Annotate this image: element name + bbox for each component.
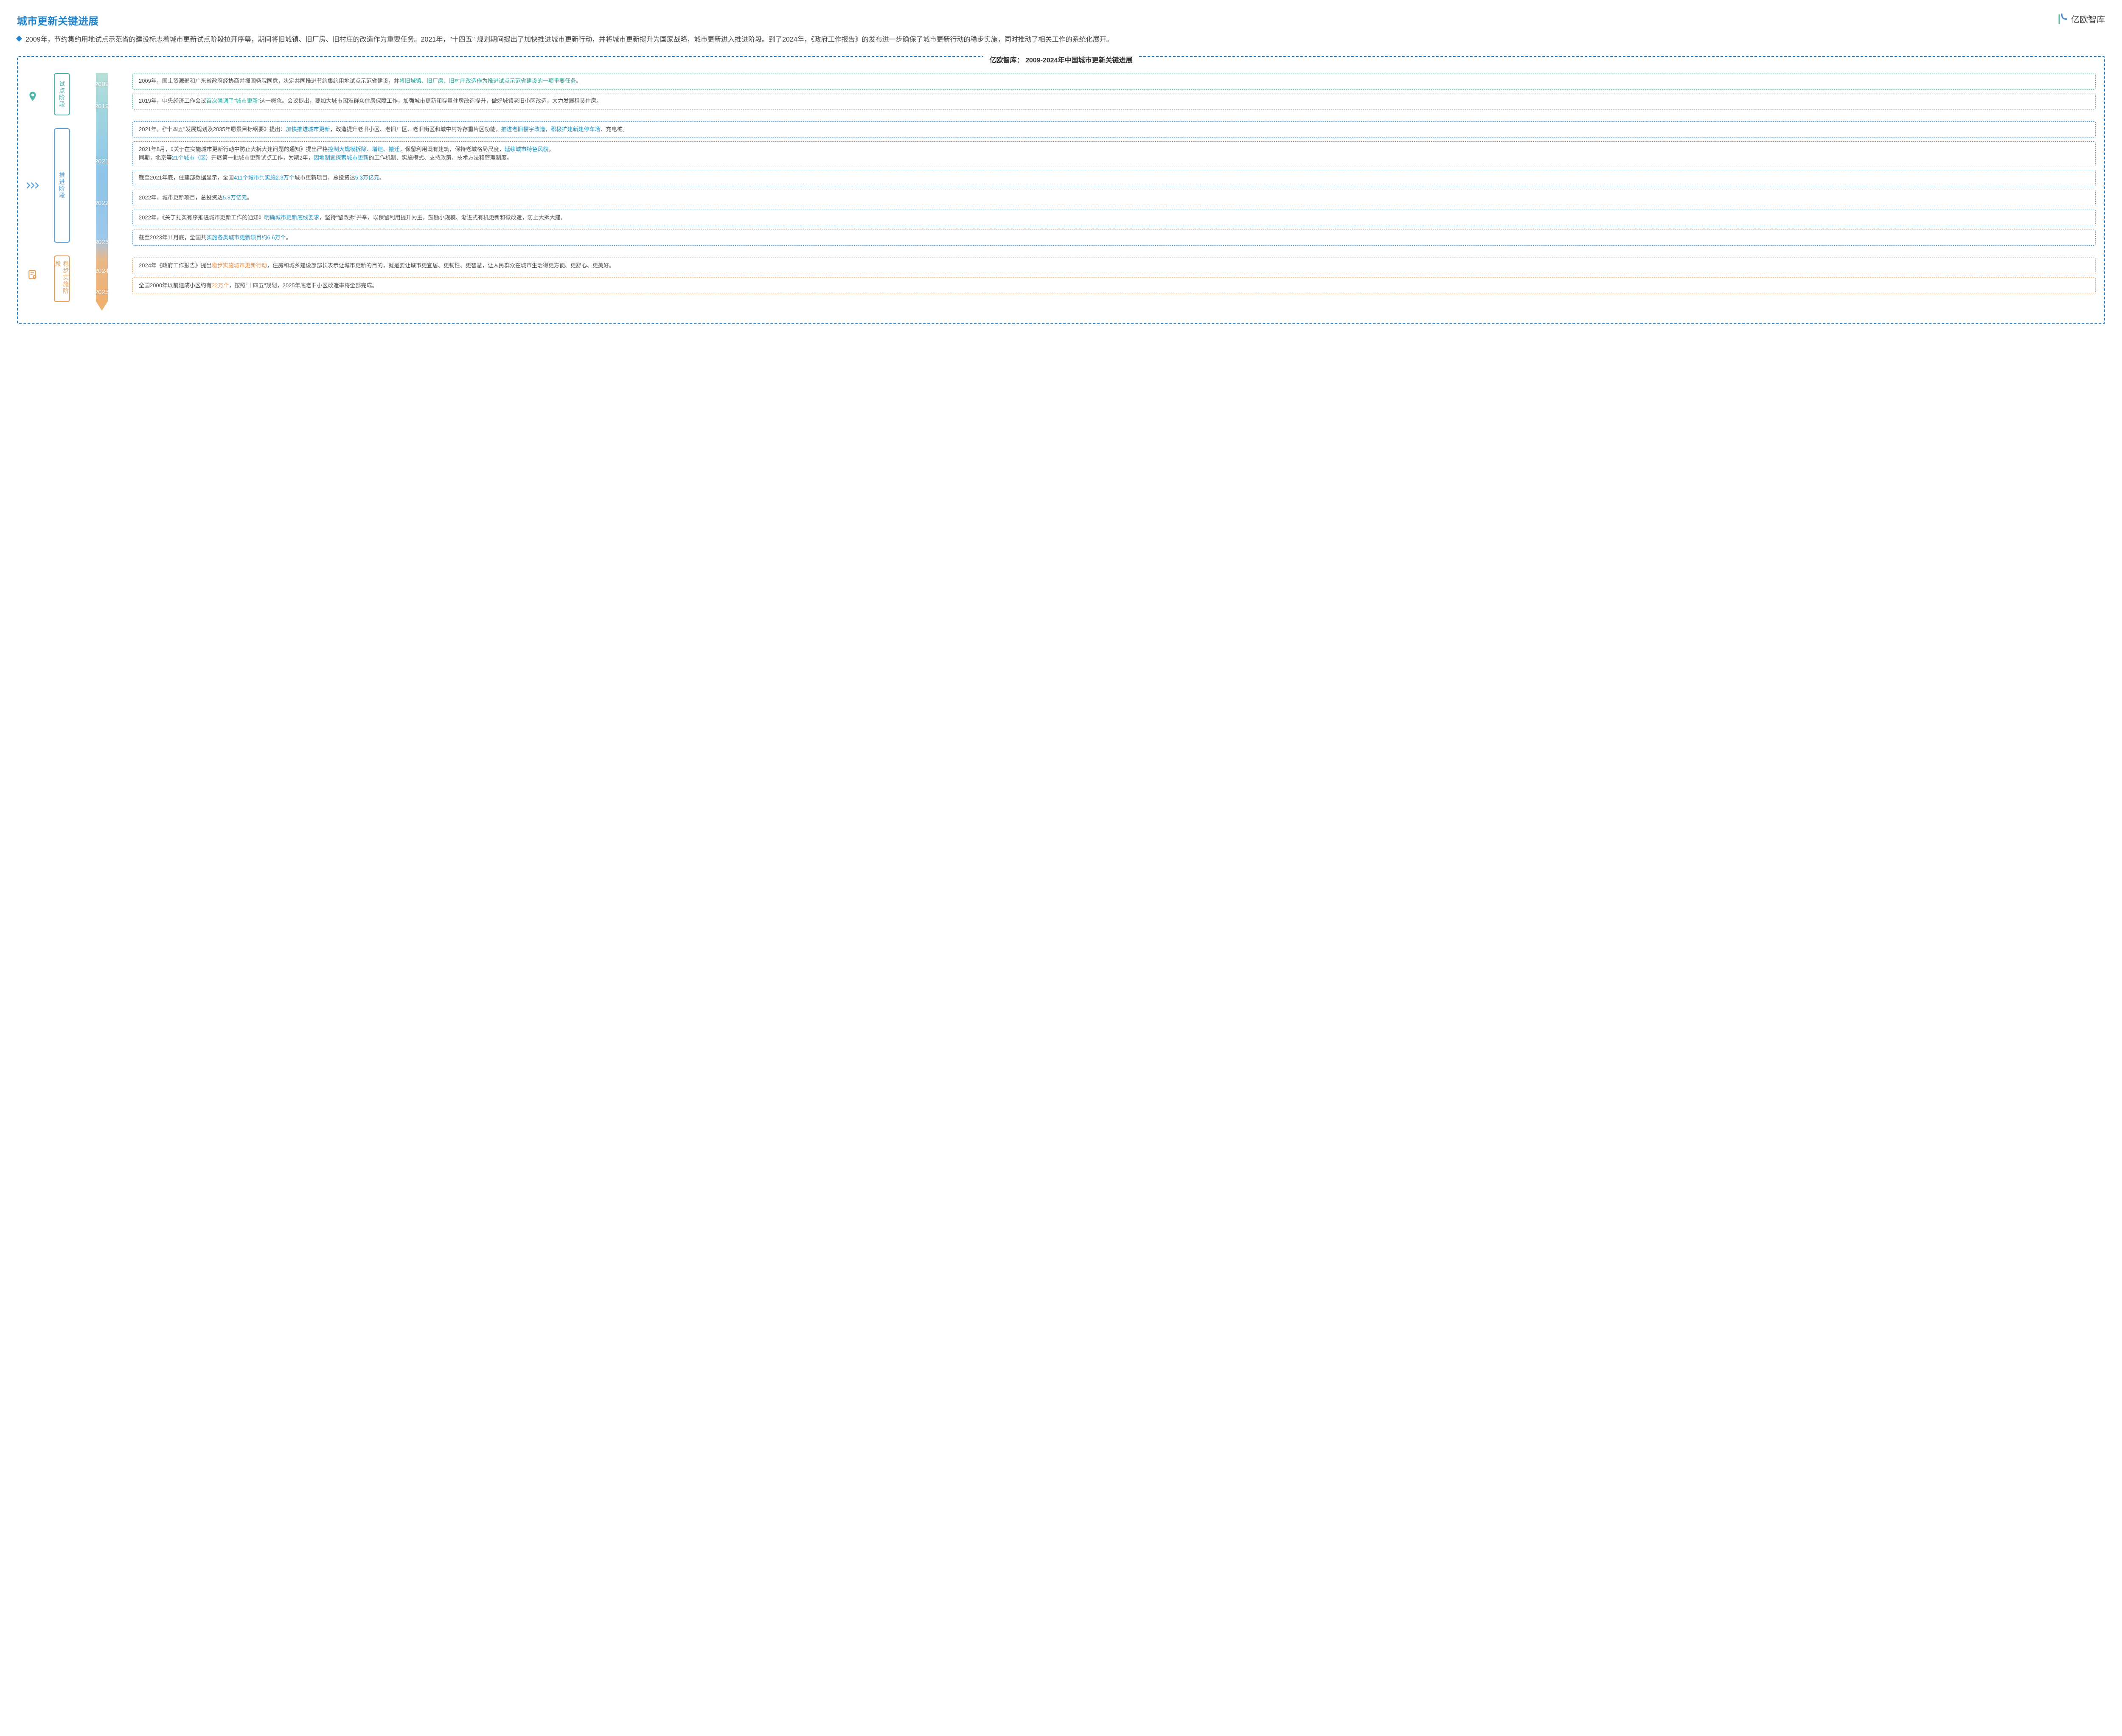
event-text: 城市更新项目，总投资达 xyxy=(295,174,355,181)
year-label: 2022 xyxy=(95,199,109,207)
event-text: 2022年，城市更新项目，总投资达 xyxy=(139,194,223,201)
phase-labels-column: 试点阶段推进阶段稳步实施阶段 xyxy=(54,73,71,311)
highlight-text: 5.8万亿元 xyxy=(223,194,247,201)
event-text: ，改造提升老旧小区、老旧厂区、老旧街区和城中村等存重片区功能， xyxy=(330,126,501,132)
logo-icon xyxy=(2057,13,2069,25)
year-label: 2023 xyxy=(95,238,109,246)
event-text: 截至2021年底，住建部数据显示，全国 xyxy=(139,174,234,181)
event-text: ，按照"十四五"规划，2025年底老旧小区改造率将全部完成。 xyxy=(229,282,377,289)
logo-text: 亿欧智库 xyxy=(2071,13,2105,25)
event-box: 2024年《政府工作报告》提出稳步实施城市更新行动，住房和城乡建设部部长表示让城… xyxy=(132,258,2096,274)
highlight-text: 控制大规模拆除、增建、搬迁 xyxy=(328,146,400,152)
event-box: 2019年，中央经济工作会议首次强调了"城市更新"这一概念。会议提出，要加大城市… xyxy=(132,93,2096,109)
event-box: 2022年，城市更新项目，总投资达5.8万亿元。 xyxy=(132,190,2096,206)
highlight-text: 将旧城镇、旧厂房、旧村庄改造作为推进试点示范省建设的一项重要任务 xyxy=(399,78,576,84)
year-label: 2025 xyxy=(95,289,109,296)
document-gear-icon xyxy=(26,268,39,281)
event-text: 2024年《政府工作报告》提出 xyxy=(139,262,212,269)
phase-box: 推进阶段 xyxy=(54,128,70,243)
highlight-text: 21个城市（区） xyxy=(172,154,211,161)
event-text: 2021年，《"十四五"发展规划及2035年愿景目标纲要》提出： xyxy=(139,126,286,132)
event-text: 。 xyxy=(576,78,581,84)
phase-box: 试点阶段 xyxy=(54,73,70,115)
highlight-text: 首次强调了"城市更新" xyxy=(206,98,260,104)
highlight-text: 明确城市更新底线要求 xyxy=(264,214,319,221)
year-label: 2019 xyxy=(95,103,109,110)
event-text: 、充电桩。 xyxy=(601,126,628,132)
event-text: 截至2023年11月底，全国共 xyxy=(139,234,206,241)
event-text: 2022年，《关于扎实有序推进城市更新工作的通知》 xyxy=(139,214,264,221)
event-text: ，坚持"留改拆"并举，以保留利用提升为主，鼓励小规模、渐进式有机更新和微改造，防… xyxy=(319,214,566,221)
highlight-text: 22万个 xyxy=(212,282,229,289)
phase-box: 稳步实施阶段 xyxy=(54,255,70,302)
diagram-title: 亿欧智库： 2009-2024年中国城市更新关键进展 xyxy=(983,54,1139,65)
highlight-text: 延续城市特色风貌 xyxy=(505,146,549,152)
timeline-diagram: 亿欧智库： 2009-2024年中国城市更新关键进展 试点阶段推进阶段稳步实施阶… xyxy=(17,56,2105,324)
event-box: 截至2021年底，住建部数据显示，全国411个城市共实施2.3万个城市更新项目，… xyxy=(132,170,2096,186)
event-text: 。 xyxy=(247,194,253,201)
highlight-text: 稳步实施城市更新行动 xyxy=(212,262,267,269)
event-text: 这一概念。会议提出，要加大城市困难群众住房保障工作，加强城市更新和存量住房改造提… xyxy=(260,98,602,104)
highlight-text: 推进老旧楼宇改造，积极扩建新建停车场 xyxy=(501,126,601,132)
event-box: 截至2023年11月底，全国共实施各类城市更新项目约6.6万个。 xyxy=(132,230,2096,246)
highlight-text: 因地制宜探索城市更新 xyxy=(314,154,369,161)
event-text: 开展第一批城市更新试点工作，为期2年， xyxy=(211,154,313,161)
chevrons-right-icon xyxy=(26,179,39,192)
year-label: 2024 xyxy=(95,267,109,275)
location-pin-icon xyxy=(26,90,39,103)
phase-icons-column xyxy=(26,73,43,311)
year-label: 2009 xyxy=(95,81,109,88)
logo: 亿欧智库 xyxy=(2057,13,2105,25)
highlight-text: 加快推进城市更新 xyxy=(286,126,330,132)
year-label: 2021 xyxy=(95,158,109,165)
event-text: 2019年，中央经济工作会议 xyxy=(139,98,206,104)
event-text: 。 xyxy=(379,174,385,181)
highlight-text: 实施各类城市更新项目约6.6万个 xyxy=(206,234,286,241)
event-text: 。 xyxy=(286,234,292,241)
event-text: 全国2000年以前建成小区约有 xyxy=(139,282,212,289)
event-box: 2021年，《"十四五"发展规划及2035年愿景目标纲要》提出：加快推进城市更新… xyxy=(132,121,2096,138)
page-title: 城市更新关键进展 xyxy=(17,13,98,28)
event-box: 2021年8月，《关于在实施城市更新行动中防止大拆大建问题的通知》提出严格控制大… xyxy=(132,141,2096,167)
event-text: ，保留利用既有建筑，保持老城格局尺度， xyxy=(400,146,505,152)
years-column: 2009 2019 2021 2022 2023 2024 2025 xyxy=(81,73,122,311)
event-text: 2021年8月，《关于在实施城市更新行动中防止大拆大建问题的通知》提出严格 xyxy=(139,146,328,152)
event-box: 2009年，国土资源部和广东省政府经协商并报国务院同意，决定共同推进节约集约用地… xyxy=(132,73,2096,90)
highlight-text: 5.3万亿元 xyxy=(355,174,379,181)
diamond-bullet-icon xyxy=(16,36,22,42)
event-text: ，住房和城乡建设部部长表示让城市更新的目的，就是要让城市更宜居、更韧性、更智慧，… xyxy=(267,262,615,269)
events-column: 2009年，国土资源部和广东省政府经协商并报国务院同意，决定共同推进节约集约用地… xyxy=(132,73,2096,311)
intro-text: 2009年，节约集约用地试点示范省的建设标志着城市更新试点阶段拉开序幕，期间将旧… xyxy=(25,34,1113,45)
highlight-text: 411个城市共实施2.3万个 xyxy=(234,174,295,181)
event-text: 2009年，国土资源部和广东省政府经协商并报国务院同意，决定共同推进节约集约用地… xyxy=(139,78,399,84)
event-box: 2022年，《关于扎实有序推进城市更新工作的通知》明确城市更新底线要求，坚持"留… xyxy=(132,210,2096,226)
intro-section: 2009年，节约集约用地试点示范省的建设标志着城市更新试点阶段拉开序幕，期间将旧… xyxy=(17,34,2105,45)
event-text: 的工作机制、实施模式、支持政策、技术方法和管理制度。 xyxy=(369,154,512,161)
event-box: 全国2000年以前建成小区约有22万个，按照"十四五"规划，2025年底老旧小区… xyxy=(132,278,2096,294)
